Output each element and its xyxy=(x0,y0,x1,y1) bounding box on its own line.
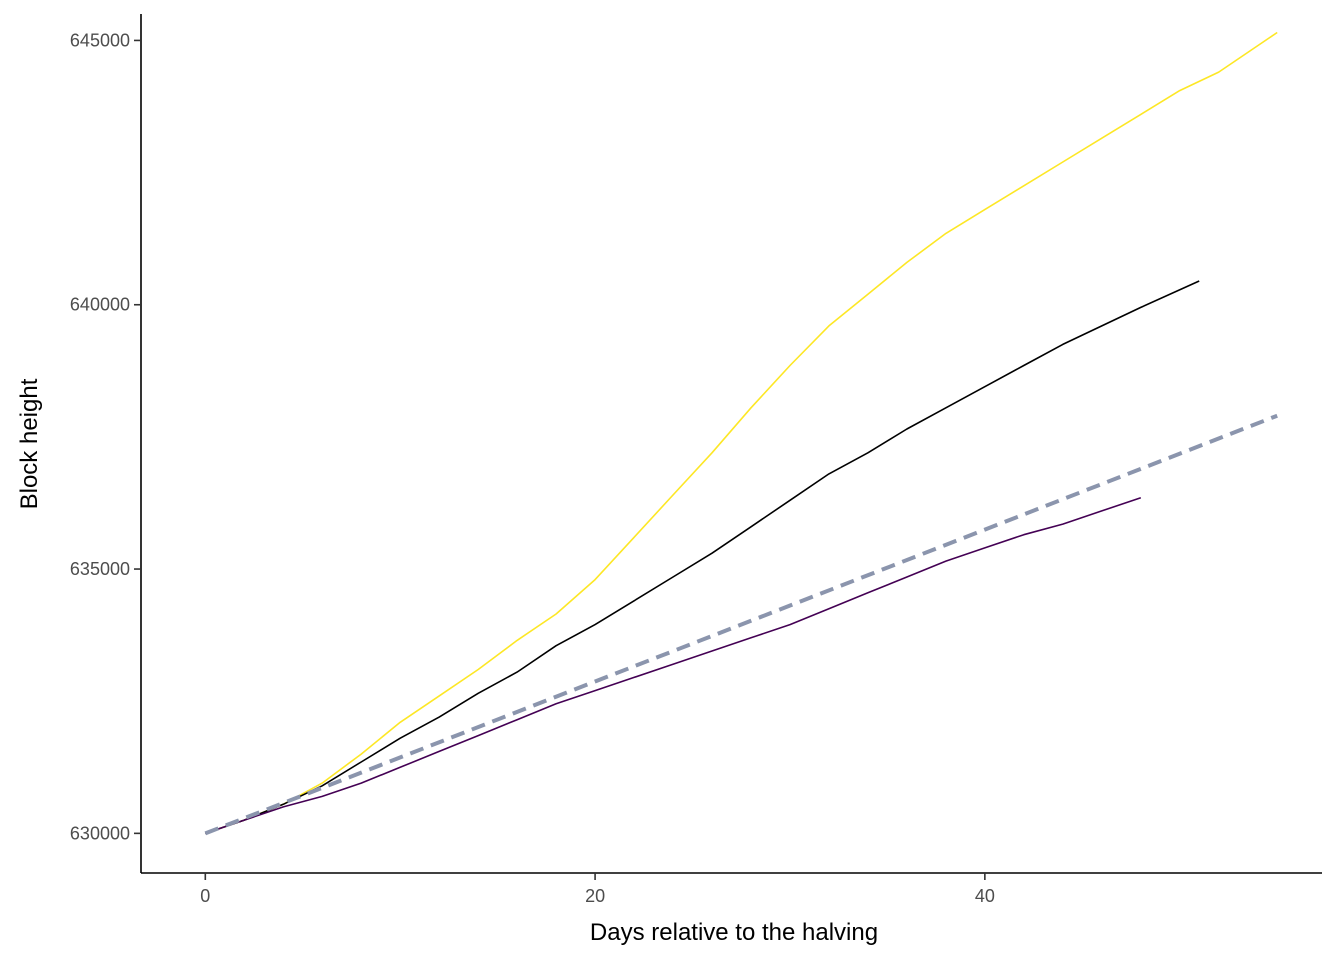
series-line-3 xyxy=(205,496,1142,835)
series-line-4 xyxy=(204,413,1278,836)
series-line-1 xyxy=(205,31,1278,835)
x-tick-label: 40 xyxy=(975,886,995,906)
y-tick-label: 640000 xyxy=(70,295,130,315)
y-axis-ticks: 630000 635000 640000 645000 xyxy=(70,30,141,843)
x-axis-ticks: 0 20 40 xyxy=(200,873,995,906)
series-layer xyxy=(204,31,1278,836)
series-line-2 xyxy=(205,280,1200,835)
y-axis-title: Block height xyxy=(16,378,43,509)
y-tick-label: 630000 xyxy=(70,823,130,843)
x-tick-label: 0 xyxy=(200,886,210,906)
y-tick-label: 635000 xyxy=(70,559,130,579)
x-axis-title: Days relative to the halving xyxy=(590,919,878,946)
x-tick-label: 20 xyxy=(585,886,605,906)
y-tick-label: 645000 xyxy=(70,30,130,50)
